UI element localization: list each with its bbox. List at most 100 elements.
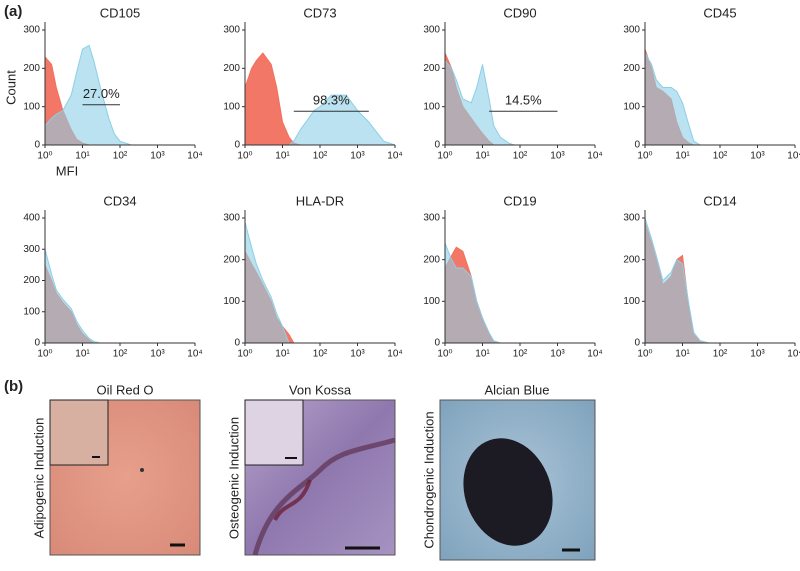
- x-tick-label: 10⁰: [437, 151, 452, 162]
- chart-title: CD73: [303, 5, 336, 20]
- y-tick-label: 100: [423, 101, 440, 112]
- x-tick-label: 10²: [313, 349, 328, 360]
- x-tick-label: 10⁴: [787, 349, 800, 360]
- y-tick-label: 0: [634, 338, 640, 349]
- x-tick-label: 10⁰: [637, 151, 652, 162]
- x-tick-label: 10³: [150, 349, 165, 360]
- x-tick-label: 10²: [313, 151, 328, 162]
- x-tick-label: 10¹: [275, 151, 290, 162]
- y-tick-label: 300: [223, 25, 240, 36]
- y-tick-label: 200: [423, 63, 440, 74]
- x-tick-label: 10¹: [275, 349, 290, 360]
- x-tick-label: 10²: [713, 349, 728, 360]
- histogram-area: [444, 242, 595, 344]
- y-tick-label: 100: [423, 296, 440, 307]
- x-tick-label: 10¹: [75, 349, 90, 360]
- x-tick-label: 10³: [150, 151, 165, 162]
- chart-title: CD34: [103, 193, 136, 208]
- image-von-kossa: [244, 399, 396, 556]
- x-tick-label: 10³: [750, 151, 765, 162]
- y-axis-label: Count: [3, 70, 18, 105]
- x-tick-label: 10³: [350, 349, 365, 360]
- image-side-label: Adipogenic Induction: [31, 418, 46, 539]
- y-tick-label: 0: [634, 140, 640, 151]
- y-tick-label: 200: [223, 254, 240, 265]
- x-tick-label: 10⁴: [187, 151, 202, 162]
- y-tick-label: 100: [623, 101, 640, 112]
- x-tick-label: 10³: [350, 151, 365, 162]
- x-tick-label: 10⁰: [37, 349, 52, 360]
- y-tick-label: 300: [623, 213, 640, 224]
- y-tick-label: 0: [234, 338, 240, 349]
- y-tick-label: 100: [223, 101, 240, 112]
- x-tick-label: 10⁴: [387, 349, 402, 360]
- image-title: Oil Red O: [96, 382, 153, 397]
- y-tick-label: 300: [223, 213, 240, 224]
- y-tick-label: 200: [23, 63, 40, 74]
- chart-title: CD90: [503, 5, 536, 20]
- x-tick-label: 10⁴: [587, 151, 602, 162]
- histogram-area: [44, 44, 195, 146]
- histogram-area: [644, 51, 795, 146]
- x-tick-label: 10⁰: [237, 151, 252, 162]
- x-tick-label: 10²: [513, 349, 528, 360]
- chart-title: CD45: [703, 5, 736, 20]
- x-tick-label: 10⁴: [187, 349, 202, 360]
- x-tick-label: 10³: [550, 349, 565, 360]
- histogram-area: [644, 217, 795, 344]
- chart-title: CD19: [503, 193, 536, 208]
- y-tick-label: 300: [423, 213, 440, 224]
- x-axis-label: MFI: [56, 163, 78, 178]
- y-tick-label: 0: [34, 140, 40, 151]
- y-tick-label: 200: [423, 254, 440, 265]
- image-side-label: Chondrogenic Induction: [421, 411, 436, 548]
- y-tick-label: 200: [223, 63, 240, 74]
- x-tick-label: 10³: [750, 349, 765, 360]
- y-tick-label: 200: [623, 63, 640, 74]
- x-tick-label: 10³: [550, 151, 565, 162]
- chart-title: HLA-DR: [296, 193, 344, 208]
- x-tick-label: 10⁰: [37, 151, 52, 162]
- y-tick-label: 200: [623, 254, 640, 265]
- image-side-label: Osteogenic Induction: [226, 417, 241, 539]
- y-tick-label: 0: [434, 338, 440, 349]
- x-tick-label: 10²: [713, 151, 728, 162]
- x-tick-label: 10⁰: [237, 349, 252, 360]
- y-tick-label: 0: [434, 140, 440, 151]
- y-tick-label: 0: [34, 338, 40, 349]
- x-tick-label: 10⁰: [437, 349, 452, 360]
- x-tick-label: 10⁴: [787, 151, 800, 162]
- y-tick-label: 400: [23, 213, 40, 224]
- histogram-area: [244, 222, 395, 344]
- x-tick-label: 10⁴: [587, 349, 602, 360]
- x-tick-label: 10²: [113, 349, 128, 360]
- panel-label: (a): [4, 3, 22, 20]
- gate-label: 98.3%: [313, 93, 350, 108]
- x-tick-label: 10²: [513, 151, 528, 162]
- x-tick-label: 10²: [113, 151, 128, 162]
- x-tick-label: 10¹: [475, 349, 490, 360]
- panel-label: (b): [4, 378, 23, 395]
- x-tick-label: 10⁴: [387, 151, 402, 162]
- y-tick-label: 0: [234, 140, 240, 151]
- image-alcian-blue: [439, 399, 596, 561]
- gate-label: 14.5%: [505, 93, 542, 108]
- x-tick-label: 10¹: [675, 349, 690, 360]
- y-tick-label: 100: [23, 306, 40, 317]
- y-tick-label: 100: [23, 101, 40, 112]
- x-tick-label: 10¹: [475, 151, 490, 162]
- y-tick-label: 100: [223, 296, 240, 307]
- chart-title: CD105: [100, 5, 140, 20]
- y-tick-label: 300: [23, 25, 40, 36]
- histogram-area: [44, 249, 195, 344]
- gate-label: 27.0%: [83, 86, 120, 101]
- y-tick-label: 300: [423, 25, 440, 36]
- x-tick-label: 10⁰: [637, 349, 652, 360]
- chart-title: CD14: [703, 193, 736, 208]
- image-oil-red: [49, 399, 201, 556]
- image-title: Alcian Blue: [484, 382, 549, 397]
- y-tick-label: 300: [23, 244, 40, 255]
- y-tick-label: 300: [623, 25, 640, 36]
- image-title: Von Kossa: [289, 382, 352, 397]
